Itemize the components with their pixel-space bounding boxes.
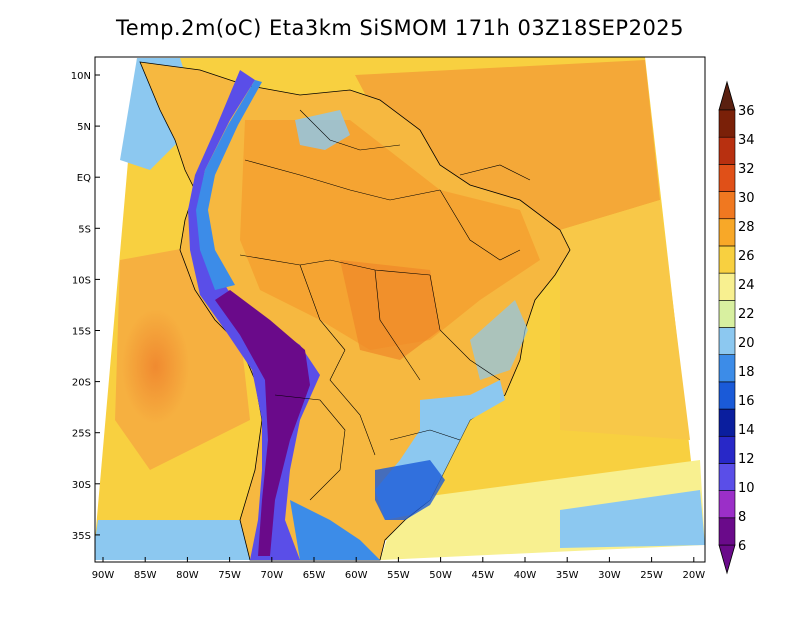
colorbar-label: 8 — [738, 510, 746, 525]
colorbar-swatch — [718, 109, 736, 138]
border-line — [274, 394, 346, 501]
lat-tick-label: 5S — [78, 224, 91, 235]
lat-tick-label: 20S — [72, 378, 91, 389]
central-hot-region — [340, 260, 440, 360]
colorbar-swatch — [718, 164, 736, 192]
lon-tick-label: 85W — [134, 570, 157, 581]
atlantic-east-mild — [560, 200, 690, 440]
colorbar-swatch — [718, 463, 736, 491]
lon-tick-label: 50W — [429, 570, 452, 581]
lat-tick-label: 35S — [72, 531, 91, 542]
colorbar-label: 36 — [738, 104, 755, 119]
colorbar-label: 10 — [738, 481, 755, 496]
border-line — [374, 269, 421, 381]
colorbar-swatch — [718, 245, 736, 274]
lon-tick-label: 40W — [514, 570, 537, 581]
colorbar-swatch — [718, 327, 736, 355]
lat-tick-label: 10S — [72, 275, 91, 286]
lat-tick-label: 25S — [72, 429, 91, 440]
colorbar-swatch — [718, 300, 736, 328]
border-line — [239, 254, 431, 276]
colorbar-high-arrow — [718, 80, 736, 111]
plot-frame — [94, 56, 706, 563]
colorbar: 6 8 10 12 14 16 18 20 22 24 26 28 30 32 34 36 — [718, 80, 755, 575]
colorbar-label: 20 — [738, 336, 755, 351]
south-atlantic-cooler — [560, 490, 705, 548]
colorbar-label: 30 — [738, 191, 755, 206]
colorbar-label: 14 — [738, 423, 755, 438]
colorbar-swatch — [718, 517, 736, 546]
colorbar-swatch — [718, 435, 736, 464]
colorbar-label: 32 — [738, 162, 755, 177]
lon-tick-label: 30W — [598, 570, 621, 581]
lat-tick-label: 10N — [71, 71, 91, 82]
andes-edge-blue — [196, 80, 262, 290]
lon-tick-label: 55W — [387, 570, 410, 581]
colorbar-label: 26 — [738, 249, 755, 264]
colorbar-swatch — [718, 191, 736, 220]
lon-tick-label: 20W — [682, 570, 705, 581]
colorbar-label: 24 — [738, 278, 755, 293]
border-line — [329, 349, 376, 456]
latitude-axis: 10N 5N EQ 5S 10S 15S 20S 25S 30S 35S — [71, 71, 100, 542]
colorbar-swatch — [718, 408, 736, 437]
border-line — [439, 189, 521, 261]
lon-tick-label: 25W — [640, 570, 663, 581]
southern-cone-cool — [290, 500, 380, 560]
highlands-cool-patches — [470, 300, 528, 380]
border-line — [299, 264, 346, 351]
colorbar-swatch — [718, 354, 736, 383]
lat-tick-label: EQ — [77, 173, 91, 184]
southern-brazil-cooler — [375, 460, 445, 520]
colorbar-label: 22 — [738, 307, 755, 322]
colorbar-low-arrow — [718, 544, 736, 575]
andes-coldest-core — [215, 290, 310, 556]
amazon-warm-region — [240, 120, 540, 350]
lon-tick-label: 35W — [556, 570, 579, 581]
lon-tick-label: 70W — [260, 570, 283, 581]
guiana-highlands-cool — [295, 110, 350, 150]
lon-tick-label: 80W — [176, 570, 199, 581]
colorbar-swatch — [718, 136, 736, 165]
border-line — [244, 159, 441, 201]
lon-tick-label: 90W — [92, 570, 115, 581]
colorbar-swatch — [718, 218, 736, 247]
lon-tick-label: 65W — [303, 570, 326, 581]
continent — [139, 61, 571, 561]
colorbar-swatch — [718, 490, 736, 519]
lon-tick-label: 75W — [218, 570, 241, 581]
border-line — [389, 429, 461, 441]
colorbar-label: 18 — [738, 365, 755, 380]
lat-tick-label: 5N — [77, 122, 91, 133]
lon-tick-label: 60W — [345, 570, 368, 581]
border-line — [299, 109, 401, 151]
longitude-axis: 90W 85W 80W 75W 70W 65W 60W 55W 50W 45W 40W 35W 30W 2… — [92, 557, 705, 581]
map-title: Temp.2m(oC) Eta3km SiSMOM 171h 03Z18SEP2… — [115, 16, 685, 40]
border-line — [459, 164, 531, 181]
lat-tick-label: 30S — [72, 480, 91, 491]
colorbar-swatch — [718, 272, 736, 301]
colorbar-label: 6 — [738, 539, 746, 554]
lon-tick-label: 45W — [471, 570, 494, 581]
colorbar-label: 34 — [738, 133, 755, 148]
colorbar-label: 16 — [738, 394, 755, 409]
border-line — [429, 274, 501, 381]
colorbar-label: 28 — [738, 220, 755, 235]
atlantic-warm — [355, 60, 660, 230]
colorbar-swatch — [718, 381, 736, 410]
colorbar-label: 12 — [738, 452, 755, 467]
political-borders — [239, 109, 531, 501]
lat-tick-label: 15S — [72, 327, 91, 338]
